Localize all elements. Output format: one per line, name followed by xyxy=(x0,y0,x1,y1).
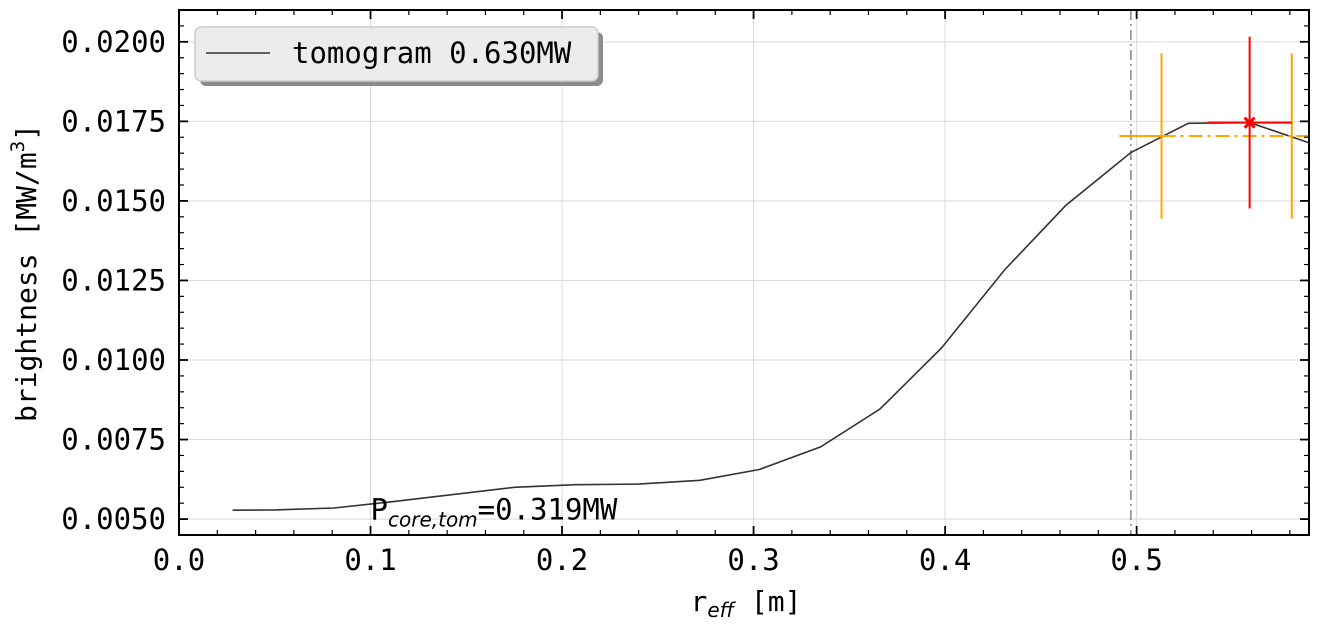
x-tick-label: 0.1 xyxy=(344,543,396,577)
legend-box xyxy=(194,26,599,82)
core-power-annotation: Pcore,tom=0.319MW xyxy=(371,493,618,532)
series-line xyxy=(232,121,1310,511)
x-axis-label: reff [m] xyxy=(690,585,801,622)
tick-labels: 0.0 0.1 0.2 0.3 0.4 0.5 0.0050 0.0075 0.0100 0.01… xyxy=(61,25,1163,577)
legend-label: tomogram 0.630MW xyxy=(292,36,572,70)
axes-frame xyxy=(178,9,1310,536)
orange-errorbar xyxy=(1119,53,1309,219)
y-tick-label: 0.0075 xyxy=(61,423,166,457)
x-tick-label: 0.2 xyxy=(536,543,588,577)
red-errorbar xyxy=(1207,36,1292,209)
y-tick-label: 0.0050 xyxy=(61,502,166,536)
x-tick-label: 0.4 xyxy=(919,543,971,577)
x-tick-label: 0.0 xyxy=(153,543,205,577)
grid xyxy=(178,10,1309,535)
x-tick-label: 0.5 xyxy=(1110,543,1162,577)
axes xyxy=(178,9,1310,536)
data-point-marker xyxy=(1243,116,1256,129)
x-tick-label: 0.3 xyxy=(727,543,779,577)
y-tick-label: 0.0200 xyxy=(61,25,166,59)
y-tick-label: 0.0100 xyxy=(61,343,166,377)
y-tick-label: 0.0175 xyxy=(61,104,166,138)
y-tick-label: 0.0150 xyxy=(61,184,166,218)
y-axis-label: brightness [MW/m3] xyxy=(7,124,43,422)
legend: tomogram 0.630MW xyxy=(194,26,603,86)
y-tick-label: 0.0125 xyxy=(61,263,166,297)
plot-area xyxy=(232,10,1310,535)
